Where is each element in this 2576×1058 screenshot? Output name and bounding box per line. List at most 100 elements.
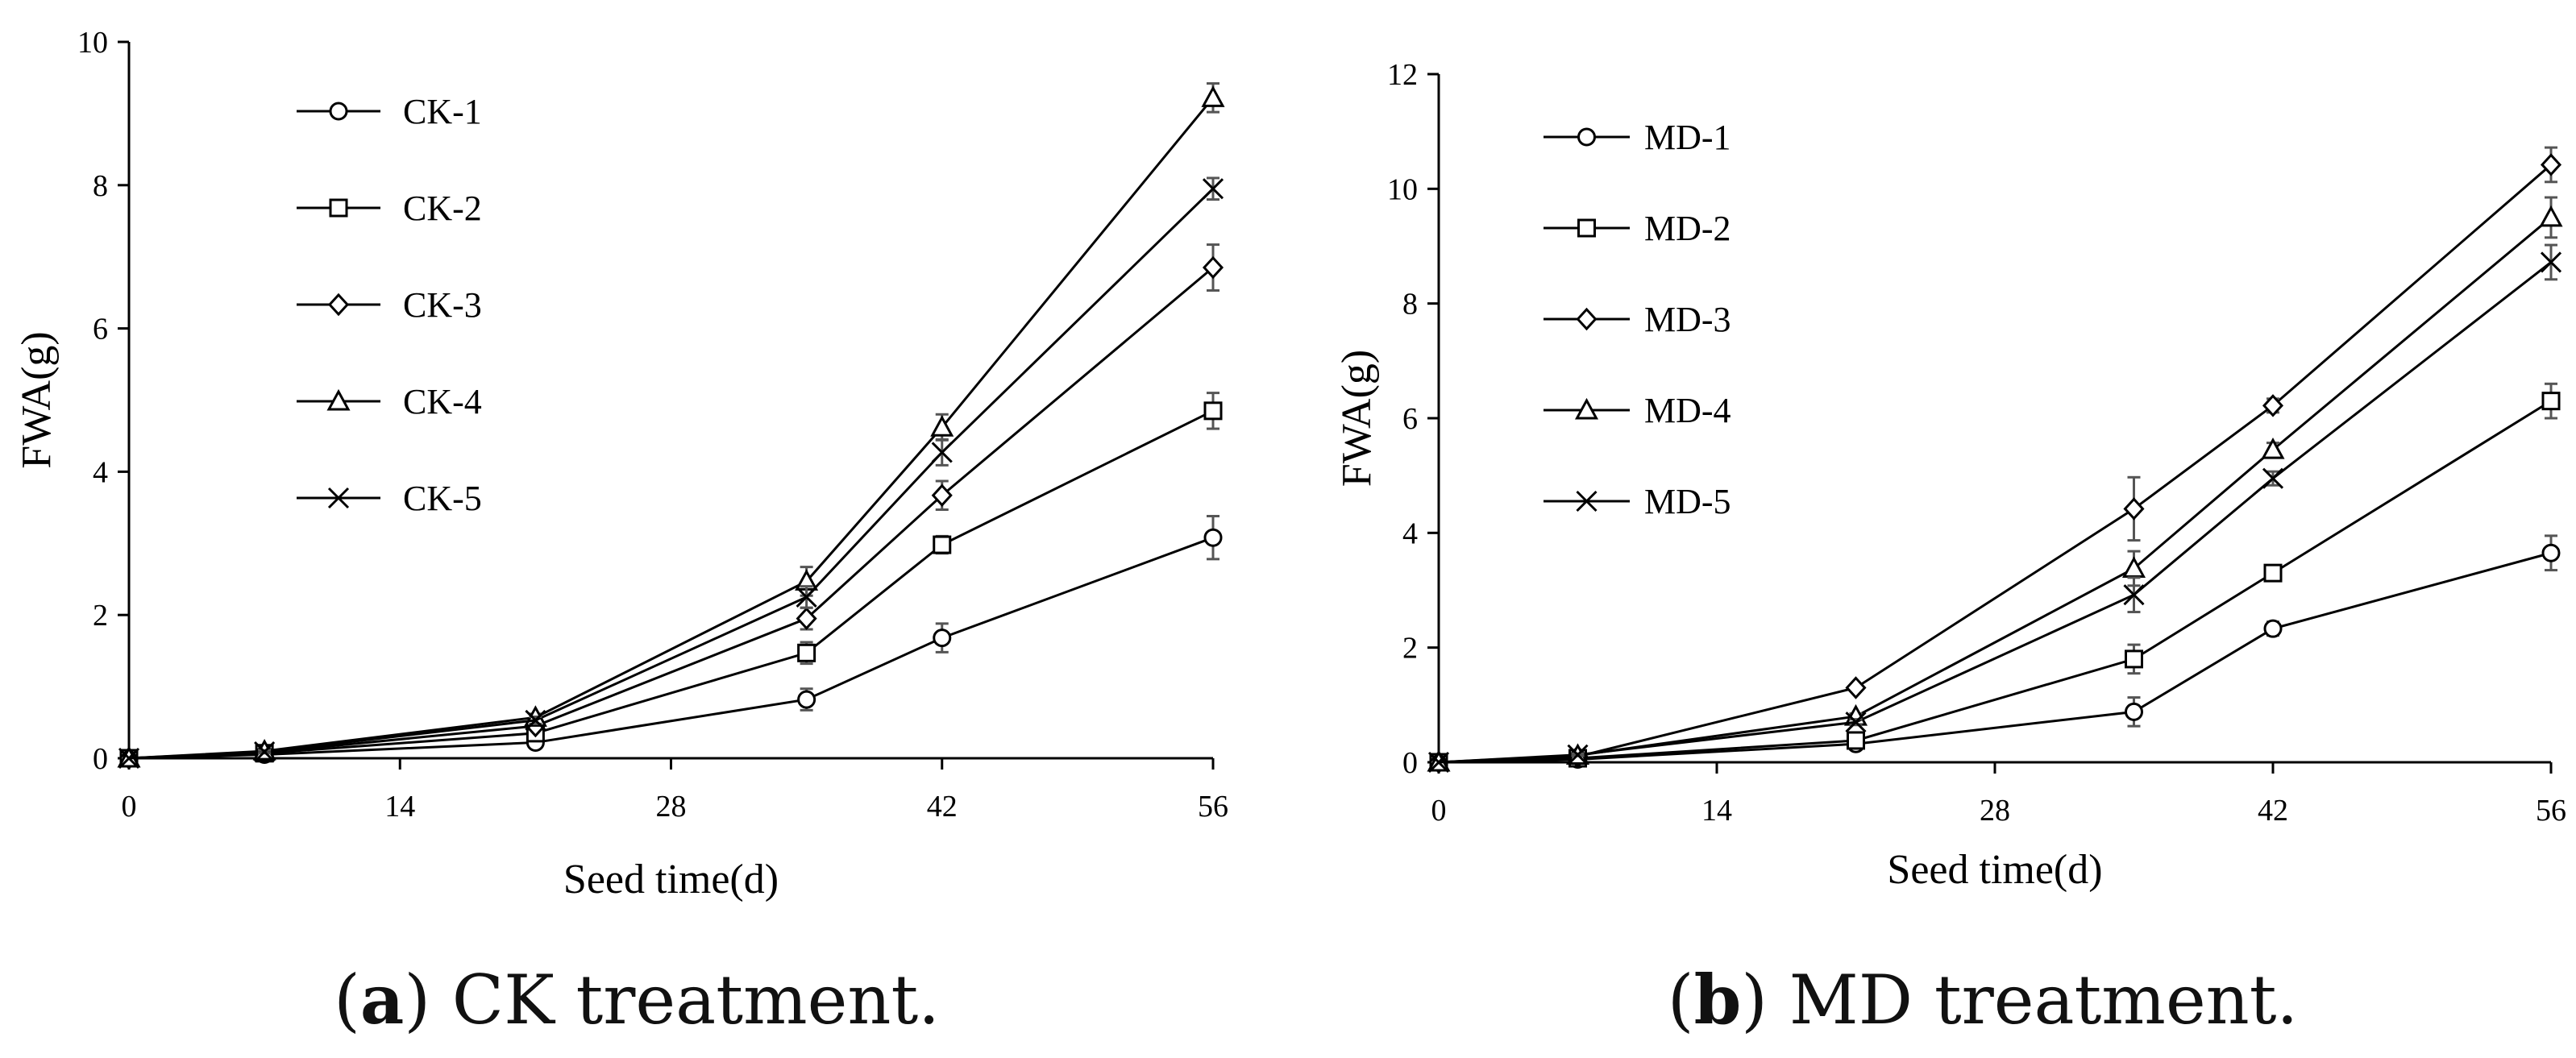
figure-caption: (a) CK treatment.: [334, 960, 940, 1039]
chart-panel-b: 0 2 4 6 8 10 12 0 14 28 42 56 Seed time(d) FWA(g) MD-1…: [1334, 58, 2566, 1039]
x-tick-label: 0: [122, 790, 137, 824]
y-tick-label: 0: [1402, 746, 1418, 780]
legend-label-md-5: MD-5: [1644, 482, 1731, 521]
x-tick-label: 42: [927, 790, 958, 824]
data-point-md-5: [2262, 467, 2284, 489]
legend-label-ck-5: CK-5: [403, 479, 482, 518]
data-point-ck-2: [1203, 401, 1223, 421]
data-point-ck-5: [118, 747, 140, 770]
data-point-ck-4: [1201, 85, 1225, 107]
data-point-ck-1: [933, 629, 952, 648]
series-ck-4: [117, 82, 1225, 768]
data-point-ck-3: [796, 607, 817, 630]
y-tick-label: 4: [93, 455, 108, 489]
legend-label-ck-2: CK-2: [403, 189, 482, 228]
series-ck-3: [118, 243, 1224, 770]
legend-label-md-4: MD-4: [1644, 391, 1731, 430]
series-ck-2: [119, 392, 1223, 768]
data-point-ck-2: [933, 535, 952, 554]
series-md-2: [1429, 382, 2561, 772]
data-point-md-3: [1845, 676, 1867, 699]
data-point-ck-3: [931, 483, 953, 507]
data-point-md-1: [2541, 543, 2561, 562]
data-point-ck-5: [931, 442, 953, 463]
legend: MD-1 MD-2 MD-3 MD-4 MD-5: [1544, 118, 1731, 521]
caption-text: MD treatment.: [1768, 960, 2298, 1039]
legend-marker-md-2: [1577, 218, 1596, 238]
series-ck-1: [119, 515, 1223, 768]
data-point-ck-3: [1202, 255, 1224, 280]
x-tick-label: 56: [1198, 790, 1228, 824]
legend-marker-md-3: [1576, 307, 1598, 331]
data-point-md-2: [2125, 649, 2143, 669]
data-point-md-2: [1847, 731, 1865, 750]
x-tick-label: 42: [2258, 794, 2288, 828]
x-axis-title: Seed time(d): [1887, 847, 2102, 893]
series-md-5: [1427, 243, 2562, 774]
legend-label-md-1: MD-1: [1644, 118, 1731, 157]
legend-marker-ck-3: [327, 293, 350, 317]
y-tick-label: 2: [1402, 632, 1418, 666]
data-point-md-3: [2540, 153, 2562, 176]
series-line-ck-5: [128, 188, 1215, 760]
legend-marker-ck-1: [329, 102, 348, 121]
y-tick-label: 4: [1402, 517, 1418, 550]
data-point-ck-5: [525, 709, 546, 731]
data-point-md-5: [2123, 584, 2145, 606]
caption-text: CK treatment.: [430, 960, 940, 1039]
y-tick-label: 8: [1402, 288, 1418, 322]
legend-label-md-2: MD-2: [1644, 209, 1731, 248]
caption-letter: a: [360, 960, 404, 1039]
data-point-ck-5: [254, 741, 276, 763]
data-point-md-5: [1845, 712, 1867, 733]
legend-marker-ck-2: [329, 198, 348, 218]
legend-label-ck-4: CK-4: [403, 382, 482, 421]
x-tick-label: 14: [384, 790, 415, 824]
data-point-ck-4: [930, 415, 954, 437]
series-ck-5: [118, 176, 1224, 770]
data-point-md-1: [2263, 619, 2283, 638]
y-axis-title: FWA(g): [14, 331, 60, 468]
legend-marker-ck-4: [326, 388, 351, 411]
legend-marker-md-5: [1576, 490, 1598, 512]
y-tick-label: 8: [93, 169, 108, 203]
x-tick-label: 56: [2536, 794, 2566, 828]
x-axis-title: Seed time(d): [563, 857, 779, 902]
data-point-ck-1: [1203, 528, 1223, 547]
series-line-ck-1: [128, 536, 1214, 760]
x-tick-label: 0: [1431, 794, 1447, 828]
caption-letter: b: [1694, 960, 1742, 1039]
series-line-md-4: [1438, 216, 2552, 764]
y-tick-label: 10: [1387, 172, 1418, 206]
legend-label-ck-3: CK-3: [403, 285, 482, 325]
y-tick-label: 2: [93, 599, 108, 633]
legend-label-ck-1: CK-1: [403, 92, 482, 131]
data-point-md-2: [2541, 392, 2561, 411]
series-line-md-5: [1438, 261, 2552, 764]
y-axis-title: FWA(g): [1334, 350, 1380, 487]
data-point-ck-1: [797, 690, 816, 709]
data-point-md-3: [2123, 497, 2145, 521]
data-point-ck-2: [797, 643, 816, 662]
data-point-ck-5: [796, 586, 817, 608]
legend-label-md-3: MD-3: [1644, 300, 1731, 339]
data-point-md-1: [2125, 702, 2143, 721]
x-tick-label: 28: [1980, 794, 2010, 828]
data-point-md-4: [2539, 205, 2563, 227]
legend-marker-md-1: [1577, 127, 1596, 147]
series-line-ck-3: [128, 266, 1214, 760]
series-md-4: [1427, 196, 2563, 772]
y-tick-label: 6: [1402, 402, 1418, 436]
y-tick-label: 6: [93, 313, 108, 346]
data-point-md-5: [1567, 744, 1589, 765]
data-point-md-3: [2262, 394, 2284, 417]
data-point-ck-5: [1202, 178, 1224, 200]
x-tick-label: 14: [1701, 794, 1732, 828]
figure-caption: (b) MD treatment.: [1668, 960, 2298, 1039]
legend-marker-ck-5: [327, 487, 350, 509]
series-md-3: [1427, 146, 2562, 774]
data-point-md-5: [2540, 251, 2562, 273]
data-point-md-5: [1427, 751, 1450, 774]
